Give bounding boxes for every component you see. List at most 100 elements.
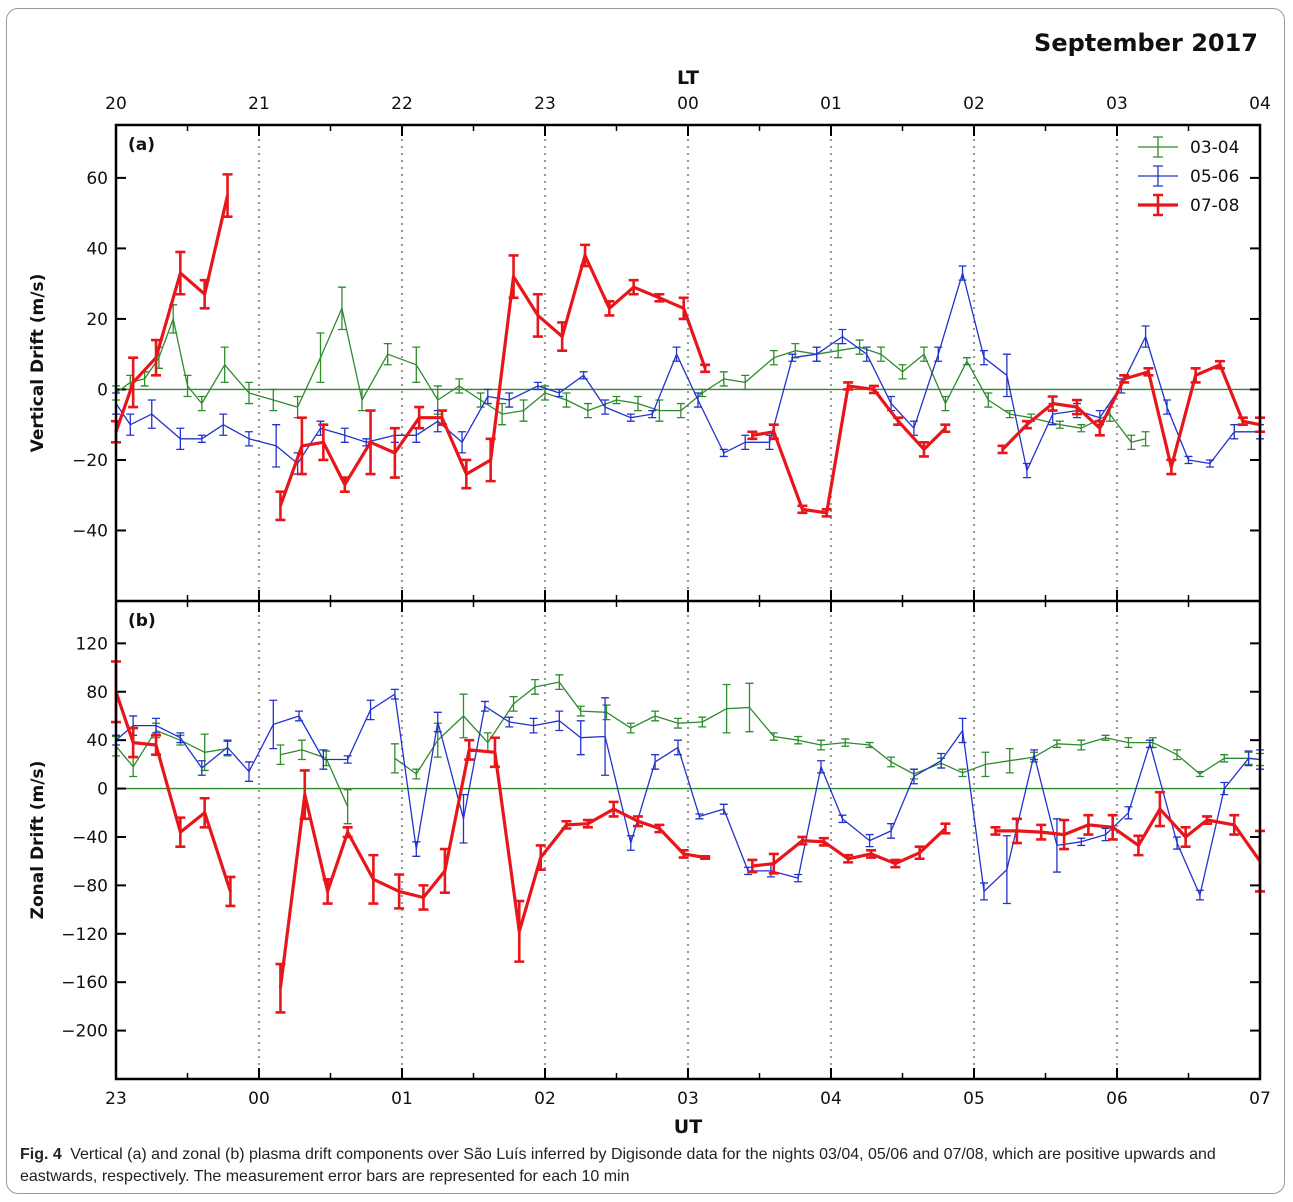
- error-bar-03-04: [498, 402, 507, 426]
- bottom-tick-label: 00: [248, 1089, 270, 1109]
- error-bar-03-04: [555, 674, 564, 690]
- top-tick-label: 22: [391, 94, 413, 114]
- error-bar-03-04: [276, 744, 285, 766]
- error-bar-07-08: [1107, 813, 1118, 841]
- error-bar-05-06: [694, 392, 703, 408]
- error-bar-05-06: [1163, 399, 1172, 415]
- error-bar-07-08: [1059, 818, 1070, 851]
- error-bar-03-04: [651, 710, 660, 722]
- error-bar-03-04: [816, 739, 825, 751]
- error-bar-07-08: [678, 296, 689, 321]
- error-bar-07-08: [940, 423, 951, 434]
- error-bar-03-04: [984, 392, 993, 408]
- error-bar-05-06: [555, 710, 564, 732]
- error-bar-07-08: [700, 855, 711, 861]
- y-tick-label: 40: [86, 731, 108, 751]
- legend-label: 07-08: [1190, 196, 1239, 216]
- error-bar-05-06: [838, 814, 847, 824]
- error-bar-05-06: [433, 711, 442, 733]
- error-bar-07-08: [464, 738, 475, 761]
- error-bar-07-08: [339, 476, 350, 493]
- error-bar-07-08: [199, 278, 210, 310]
- error-bar-05-06: [1124, 806, 1133, 820]
- legend-label: 05-06: [1190, 167, 1239, 187]
- panel-label: (a): [128, 135, 155, 155]
- top-tick-label: 20: [105, 94, 127, 114]
- error-bar-07-08: [222, 173, 233, 218]
- error-bar-03-04: [583, 402, 592, 419]
- error-bar-03-04: [1127, 434, 1136, 451]
- error-bar-05-06: [887, 823, 896, 839]
- error-bar-07-08: [918, 441, 929, 458]
- figure-caption: Fig. 4 Vertical (a) and zonal (b) plasma…: [20, 1144, 1275, 1188]
- error-bar-03-04: [459, 693, 468, 739]
- error-bar-05-06: [1184, 455, 1193, 465]
- error-bar-05-06: [719, 448, 728, 458]
- error-bar-05-06: [244, 431, 253, 447]
- error-bar-07-08: [1071, 398, 1082, 416]
- error-bar-07-08: [821, 508, 832, 518]
- legend-label: 03-04: [1190, 138, 1239, 158]
- error-bar-03-04: [383, 342, 392, 366]
- top-tick-label: 01: [820, 94, 842, 114]
- error-bar-07-08: [1190, 366, 1201, 384]
- error-bar-05-06: [319, 749, 328, 770]
- error-bar-07-08: [654, 292, 665, 303]
- error-bar-07-08: [1143, 366, 1154, 377]
- error-bar-03-04: [655, 399, 664, 422]
- error-bar-05-06: [626, 835, 635, 851]
- error-bar-03-04: [297, 739, 306, 761]
- error-bar-07-08: [997, 444, 1008, 455]
- series-line-03-04: [115, 307, 1146, 443]
- error-bar-07-08: [866, 848, 877, 859]
- error-bar-03-04: [269, 388, 278, 412]
- error-bar-03-04: [197, 395, 206, 412]
- error-bar-07-08: [225, 875, 236, 908]
- error-bar-07-08: [489, 736, 500, 769]
- error-bar-03-04: [1077, 739, 1086, 751]
- error-bar-03-04: [1052, 739, 1061, 749]
- error-bar-05-06: [480, 700, 489, 712]
- error-bar-03-04: [719, 371, 728, 387]
- y-tick-label: 20: [86, 310, 108, 330]
- series-line-07-08: [278, 253, 707, 507]
- bottom-tick-label: 23: [105, 1089, 127, 1109]
- series-line-07-08: [1001, 363, 1261, 469]
- error-bar-07-08: [940, 822, 951, 835]
- error-bar-07-08: [365, 409, 376, 476]
- error-bar-05-06: [719, 803, 728, 815]
- error-bar-03-04: [337, 286, 346, 331]
- error-bar-05-06: [1141, 325, 1150, 348]
- error-bar-03-04: [1195, 770, 1204, 778]
- y-tick-label: 60: [86, 169, 108, 189]
- error-bar-05-06: [412, 841, 421, 857]
- error-bar-05-06: [176, 732, 185, 744]
- error-bar-07-08: [1166, 458, 1177, 476]
- error-bar-03-04: [769, 350, 778, 366]
- error-bar-07-08: [151, 338, 162, 377]
- error-bar-07-08: [747, 858, 758, 874]
- error-bar-05-06: [934, 346, 943, 362]
- error-bar-03-04: [1141, 431, 1150, 447]
- error-bar-05-06: [244, 761, 253, 782]
- top-tick-label: 04: [1249, 94, 1271, 114]
- error-bar-03-04: [722, 683, 731, 734]
- error-bar-05-06: [937, 752, 946, 769]
- error-bar-05-06: [505, 716, 514, 728]
- error-bar-03-04: [633, 395, 642, 412]
- error-bar-03-04: [626, 722, 635, 734]
- error-bar-05-06: [223, 739, 232, 756]
- top-tick-label: 03: [1106, 94, 1128, 114]
- error-bar-07-08: [275, 490, 286, 522]
- error-bar-05-06: [1205, 459, 1214, 468]
- error-bar-05-06: [1220, 781, 1229, 796]
- error-bar-07-08: [628, 278, 639, 296]
- y-tick-label: 80: [86, 683, 108, 703]
- error-bar-03-04: [476, 392, 485, 408]
- error-bar-07-08: [768, 423, 779, 441]
- error-bar-07-08: [322, 878, 333, 905]
- error-bar-05-06: [126, 413, 135, 436]
- y-tick-label: 120: [76, 634, 108, 654]
